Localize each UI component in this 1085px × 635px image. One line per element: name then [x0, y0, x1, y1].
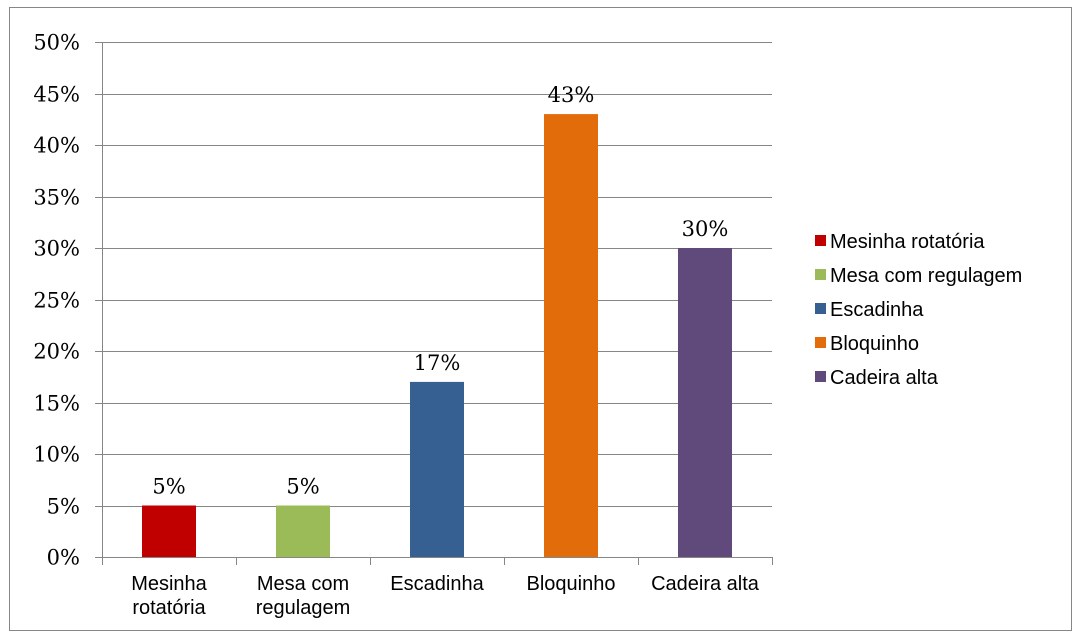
x-category-label: Bloquinho	[527, 573, 616, 595]
legend-label: Bloquinho	[830, 333, 919, 355]
bar	[544, 114, 598, 557]
bar	[678, 248, 732, 557]
y-tick-label: 25%	[33, 289, 80, 313]
x-category-label: Mesa com regulagem	[256, 573, 351, 619]
axes	[95, 42, 773, 565]
y-axis-tick-labels: 0% 5% 10% 15% 20% 25% 30% 35% 40% 45% 50%	[33, 31, 80, 570]
legend-swatch	[815, 337, 826, 348]
y-tick-label: 10%	[33, 443, 80, 467]
data-label: 5%	[286, 475, 319, 499]
legend-label: Mesa com regulagem	[830, 265, 1022, 287]
data-label: 17%	[414, 351, 461, 375]
data-labels: 5% 5% 17% 43% 30%	[152, 83, 728, 498]
data-label: 43%	[548, 83, 595, 107]
gridlines	[102, 42, 772, 507]
legend-swatch	[815, 269, 826, 280]
y-tick-label: 35%	[33, 186, 80, 210]
legend-swatch	[815, 235, 826, 246]
bars	[142, 114, 732, 557]
x-category-label: Mesinha rotatória	[131, 573, 207, 619]
y-tick-label: 50%	[33, 31, 80, 55]
data-label: 30%	[682, 217, 729, 241]
x-category-label: Escadinha	[390, 573, 484, 595]
x-category-label: Cadeira alta	[651, 573, 760, 595]
legend-swatch	[815, 303, 826, 314]
legend-label: Mesinha rotatória	[830, 231, 985, 253]
y-tick-label: 5%	[47, 495, 80, 519]
x-axis-category-labels: Mesinha rotatória Mesa com regulagem Escadin…	[131, 573, 760, 619]
bar	[142, 505, 196, 557]
bar	[276, 505, 330, 557]
bar	[410, 381, 464, 557]
y-tick-label: 45%	[33, 83, 80, 107]
y-tick-label: 20%	[33, 340, 80, 364]
y-tick-label: 40%	[33, 134, 80, 158]
y-tick-label: 0%	[47, 546, 80, 570]
y-tick-label: 15%	[33, 392, 80, 416]
legend-swatch	[815, 371, 826, 382]
legend: Mesinha rotatória Mesa com regulagem Escad…	[815, 231, 1022, 389]
data-label: 5%	[152, 475, 185, 499]
legend-label: Cadeira alta	[830, 367, 939, 389]
legend-label: Escadinha	[830, 299, 924, 321]
y-tick-label: 30%	[33, 237, 80, 261]
